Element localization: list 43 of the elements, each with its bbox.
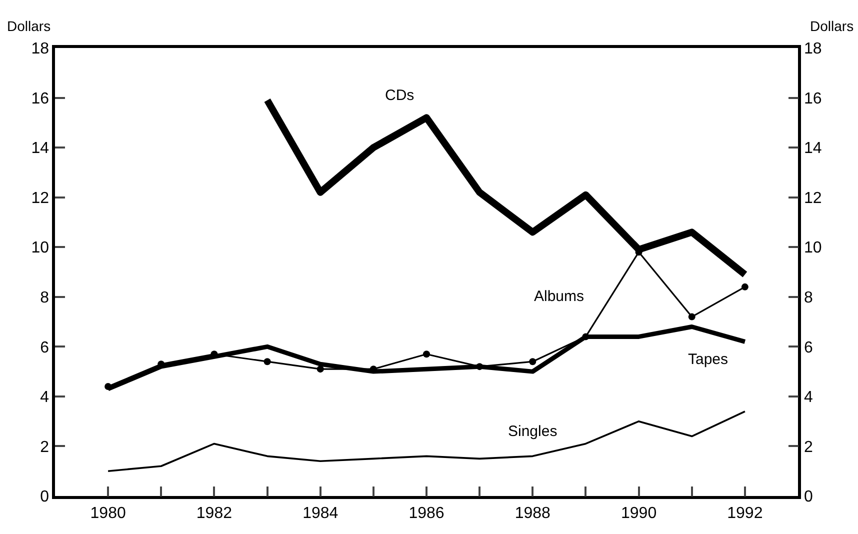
point (423, 350, 430, 358)
y2-tick-label: 4 (804, 389, 813, 406)
y2-tick-label: 0 (804, 488, 813, 506)
y2-tick-label: 8 (804, 289, 813, 306)
y-tick-label: 10 (31, 240, 50, 257)
x-tick-label: 1980 (90, 504, 126, 522)
y-axis-title: Dollars (7, 18, 51, 34)
y2-tick-label: 16 (804, 90, 822, 108)
y-tick-label: 2 (40, 438, 50, 456)
x-tick-label: 1988 (514, 504, 551, 522)
y2-tick-label: 12 (804, 190, 822, 207)
series-label: CDs (385, 87, 414, 104)
x-tick-label: 1984 (302, 504, 338, 522)
y-tick-label: 6 (40, 339, 50, 356)
y-tick-label: 8 (40, 289, 50, 306)
series-label: Tapes (688, 351, 728, 368)
y2-tick-label: 14 (804, 140, 822, 158)
y2-tick-label: 18 (804, 40, 822, 58)
series-label: Singles (508, 423, 558, 440)
point (476, 363, 484, 370)
y2-tick-label: 2 (804, 438, 813, 456)
y-tick-label: 12 (31, 190, 50, 207)
y2-axis-title: Dollars (810, 18, 854, 34)
point (316, 366, 324, 373)
y-tick-label: 4 (40, 389, 50, 406)
y-tick-label: 18 (31, 40, 50, 58)
x-tick-label: 1982 (196, 504, 232, 522)
point (264, 358, 271, 366)
x-tick-label: 1992 (727, 504, 763, 522)
point (688, 313, 696, 320)
point (104, 382, 112, 390)
y-tick-label: 14 (31, 140, 50, 158)
series-label: Albums (534, 288, 584, 305)
y2-tick-label: 6 (804, 339, 813, 356)
y-tick-label: 16 (31, 90, 50, 108)
point (741, 283, 748, 290)
y-tick-label: 0 (40, 488, 50, 506)
line-series (107, 410, 746, 472)
point (529, 358, 536, 366)
y2-tick-label: 10 (804, 240, 822, 257)
x-tick-label: 1986 (408, 504, 444, 522)
point (582, 333, 590, 340)
x-tick-label: 1990 (620, 504, 657, 522)
